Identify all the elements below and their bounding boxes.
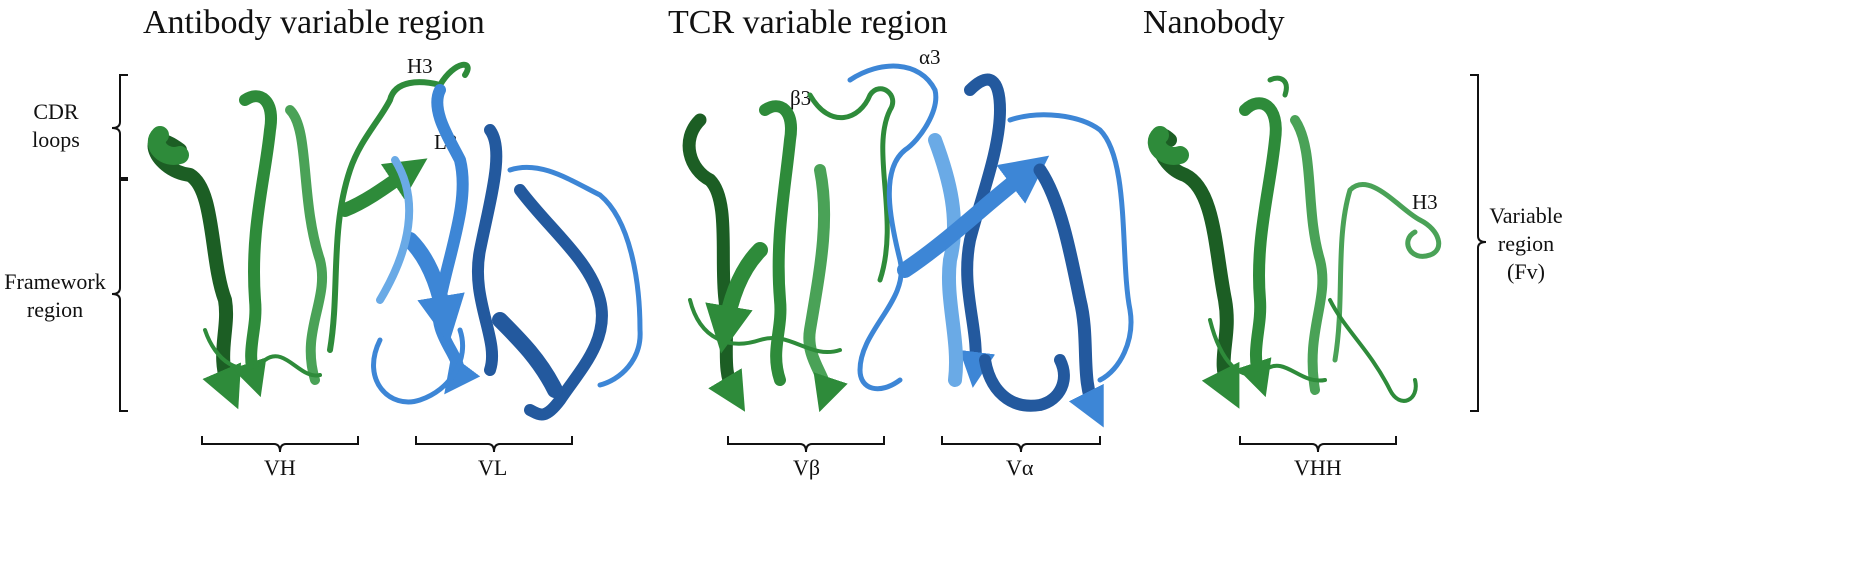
domain-brackets [201,436,1397,453]
left-bracket [111,74,128,412]
nanobody-title: Nanobody [1143,4,1285,41]
vl-domain-label: VL [478,455,508,480]
antibody-vh-ribbon [147,61,471,410]
variable-region-label: Variable region (Fv) [1489,203,1563,284]
tcr-valpha-ribbon [847,63,1134,428]
right-bracket [1470,74,1487,412]
valpha-domain-label: Vα [1006,455,1034,480]
vbeta-domain-label: Vβ [793,455,821,480]
antibody-title: Antibody variable region [143,4,485,41]
beta3-loop-label: β3 [790,86,812,110]
cdr-loops-label: CDR loops [32,99,80,152]
h3-loop-label: H3 [407,54,433,78]
antibody-vl-ribbon [371,84,643,421]
nanobody-vhh-ribbon [1147,75,1442,409]
tcr-title: TCR variable region [668,4,948,41]
alpha3-loop-label: α3 [919,45,941,69]
vhh-domain-label: VHH [1294,455,1342,480]
framework-region-label: Framework region [4,269,106,322]
vh-domain-label: VH [264,455,296,480]
nanobody-h3-loop-label: H3 [1412,190,1438,214]
tcr-vbeta-ribbon [682,86,895,413]
